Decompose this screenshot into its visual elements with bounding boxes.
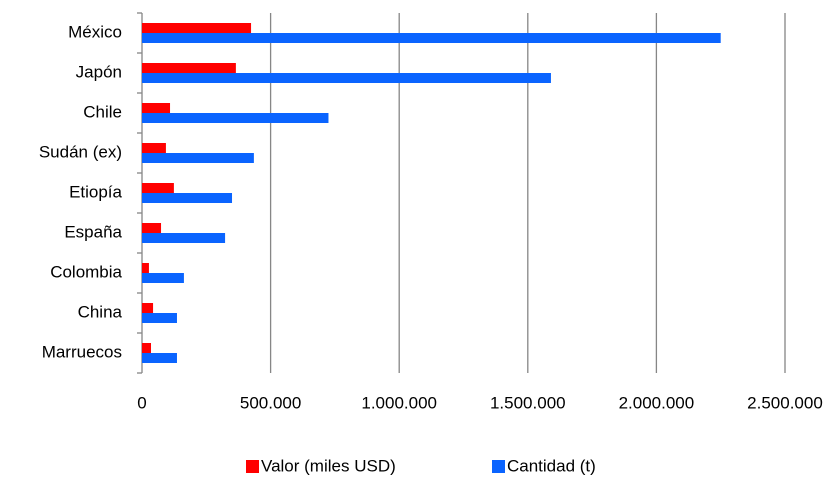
bar bbox=[142, 103, 171, 113]
bar bbox=[142, 143, 166, 153]
bar bbox=[142, 343, 152, 353]
legend-label: Cantidad (t) bbox=[507, 456, 596, 475]
legend-swatch bbox=[246, 460, 259, 473]
bar bbox=[142, 63, 236, 73]
bar bbox=[142, 313, 177, 323]
bar bbox=[142, 33, 721, 43]
y-tick-label: Japón bbox=[76, 62, 122, 81]
x-tick-label: 500.000 bbox=[240, 393, 301, 412]
y-tick-label: Chile bbox=[83, 102, 122, 121]
bar bbox=[142, 153, 254, 163]
legend-swatch bbox=[492, 460, 505, 473]
y-tick-label: España bbox=[64, 222, 122, 241]
bar bbox=[142, 73, 551, 83]
y-tick-label: Marruecos bbox=[42, 342, 122, 361]
bar bbox=[142, 23, 252, 33]
y-tick-label: China bbox=[78, 302, 123, 321]
bar bbox=[142, 353, 177, 363]
bar bbox=[142, 183, 174, 193]
y-tick-label: Colombia bbox=[50, 262, 122, 281]
bar bbox=[142, 113, 329, 123]
bar bbox=[142, 193, 233, 203]
x-tick-label: 2.500.000 bbox=[747, 393, 823, 412]
bar bbox=[142, 273, 184, 283]
x-tick-label: 0 bbox=[137, 393, 146, 412]
legend-label: Valor (miles USD) bbox=[261, 456, 396, 475]
y-tick-label: Sudán (ex) bbox=[39, 142, 122, 161]
bar bbox=[142, 233, 226, 243]
y-tick-label: México bbox=[68, 22, 122, 41]
bar bbox=[142, 303, 154, 313]
x-tick-label: 1.000.000 bbox=[361, 393, 437, 412]
bar bbox=[142, 263, 149, 273]
bar bbox=[142, 223, 162, 233]
x-tick-label: 2.000.000 bbox=[619, 393, 695, 412]
x-tick-label: 1.500.000 bbox=[490, 393, 566, 412]
y-tick-label: Etiopía bbox=[69, 182, 122, 201]
